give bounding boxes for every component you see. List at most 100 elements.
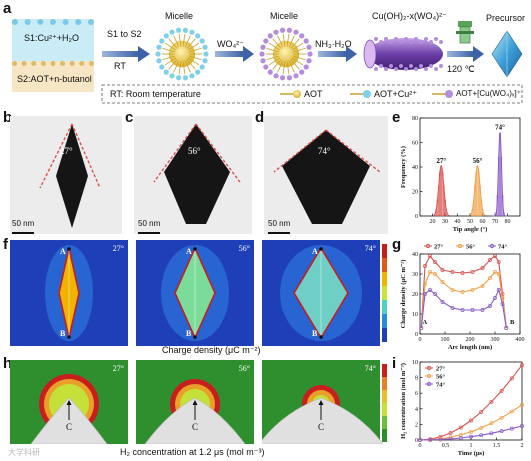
series-point-1 <box>470 288 475 292</box>
x-tick-label: 70 <box>492 219 498 225</box>
y-tick-label: 2 <box>415 422 418 428</box>
series-point-2 <box>428 288 432 292</box>
colorbar-segment <box>382 286 387 300</box>
y-tick-label: 8 <box>415 376 418 382</box>
rod-head <box>394 67 398 71</box>
arrow1-top-label: S1 to S2 <box>107 29 142 39</box>
series-point-1 <box>460 290 465 294</box>
surfactant-head <box>169 29 175 35</box>
rod-head <box>379 64 383 68</box>
micelle-1 <box>155 27 209 81</box>
series-point-0 <box>496 260 501 264</box>
surfactant-head <box>156 58 162 64</box>
micelle-core <box>168 40 196 68</box>
point-a-label: A <box>186 247 192 256</box>
scale-label-c: 50 nm <box>138 219 161 228</box>
surfactant-tail <box>288 60 295 73</box>
panel-f-letter: f <box>3 236 8 253</box>
watermark: 大学科研 <box>8 448 40 457</box>
angle-label-d: 74° <box>318 146 331 156</box>
legend-rt-label: RT: Room temperature <box>110 89 201 99</box>
rod-head <box>399 40 403 44</box>
surfactant-tail <box>162 47 176 53</box>
x-tick-label: 60 <box>480 219 486 225</box>
colorbar-segment <box>382 258 387 272</box>
colorbar-segment <box>382 272 387 286</box>
colorbar-segment <box>382 429 387 442</box>
panel-b-letter: b <box>3 109 13 126</box>
rod-head <box>384 67 388 71</box>
surfactant-head <box>202 44 208 50</box>
surfactant-head <box>195 69 201 75</box>
colorbar-segment <box>382 364 387 377</box>
particle-tip <box>30 397 108 444</box>
surfactant-head <box>260 58 266 64</box>
point-b-dot <box>67 335 71 339</box>
surfactant-head <box>267 33 273 39</box>
panel-h-letter: h <box>3 355 13 372</box>
particle-tip <box>144 397 246 444</box>
precursor-spindle <box>491 30 523 78</box>
hist-bar-1 <box>476 165 479 217</box>
surfactant-head <box>303 38 309 44</box>
surfactant-head <box>306 44 312 50</box>
series-point-1 <box>423 282 427 286</box>
scale-label-b: 50 nm <box>12 219 35 228</box>
scalebar-b <box>12 232 34 234</box>
legend-marker-0 <box>425 243 431 249</box>
x-axis-label: Tip angle (°) <box>453 226 488 233</box>
surfactant-head <box>273 73 279 79</box>
arrow2-label: WO₄²⁻ <box>217 39 244 49</box>
arrow-2 <box>215 46 254 62</box>
tem-b-drawing <box>39 123 101 228</box>
point-c-label: C <box>318 422 324 432</box>
surfactant-tail <box>288 35 295 48</box>
y-tick-label: 20 <box>412 292 418 298</box>
sim-h-caption: H₂ concentration at 1.2 μs (mol m⁻³) <box>120 447 265 457</box>
legend-label-1: 56° <box>436 374 446 381</box>
tem-c-drawing <box>153 123 241 224</box>
surfactant-tail <box>186 59 196 70</box>
point-a-dot <box>319 247 323 251</box>
surfactant-head <box>159 38 165 44</box>
surfactant-tail <box>182 33 186 47</box>
point-b-label: B <box>60 329 66 338</box>
series-point-2 <box>499 429 504 434</box>
hist-bar-0 <box>440 165 443 217</box>
peak-label-2: 74° <box>495 124 505 132</box>
series-point-1 <box>496 272 501 276</box>
panel-c-letter: c <box>125 109 134 126</box>
rod-head <box>429 64 433 68</box>
chart-i: 0 0.5 1 1.5 2 0 2 4 6 8 10 Time (μs) H₂ concentratio… <box>400 360 524 457</box>
rod-head <box>424 67 428 71</box>
surfactant-head <box>175 75 182 81</box>
arrow-4 <box>447 46 484 62</box>
point-b-label: B <box>510 319 515 326</box>
legend-marker-1 <box>426 373 432 379</box>
panel-d-letter: d <box>255 109 265 126</box>
angle-label: 56° <box>239 244 250 253</box>
rod-head <box>419 40 423 44</box>
rod-head <box>414 37 418 41</box>
tem-image-d <box>264 116 388 234</box>
surfactant-tail <box>187 42 200 51</box>
series-point-0 <box>480 266 485 270</box>
surfactant-tail <box>188 55 202 61</box>
surfactant-head <box>199 38 205 44</box>
series-point-0 <box>448 431 453 435</box>
surfactant-tail <box>290 59 300 70</box>
rod-head <box>374 67 378 71</box>
legend-aot-cu-label: AOT+Cu²⁺ <box>374 89 418 99</box>
series-point-0 <box>489 399 494 404</box>
surfactant-tail <box>173 60 180 73</box>
series-line-2 <box>419 425 523 441</box>
peak-label-0: 27° <box>436 157 446 165</box>
x-tick-label: 30 <box>442 219 448 225</box>
rod-head <box>434 37 438 41</box>
surfactant-tail <box>282 61 286 75</box>
surfactant-head <box>182 75 189 81</box>
surfactant-tail <box>268 42 281 51</box>
series-point-1 <box>493 270 497 274</box>
series-point-2 <box>500 302 505 306</box>
rod-head <box>379 40 383 44</box>
